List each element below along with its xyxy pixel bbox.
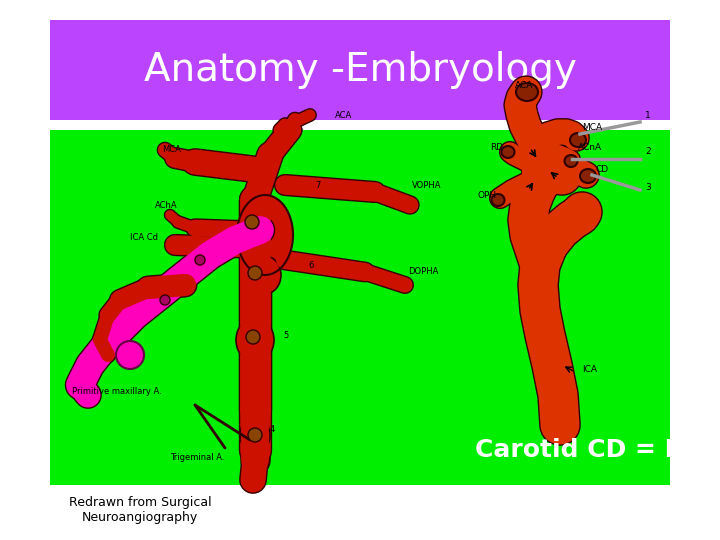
Text: Carotid CD = Pcom: Carotid CD = Pcom	[475, 438, 720, 462]
Text: 7: 7	[315, 180, 320, 190]
Text: 3: 3	[645, 184, 651, 192]
Text: ICA Cd: ICA Cd	[130, 233, 158, 242]
Text: VOPHA: VOPHA	[412, 180, 441, 190]
Text: 2: 2	[645, 147, 651, 157]
Ellipse shape	[492, 194, 505, 206]
Ellipse shape	[248, 266, 262, 280]
Ellipse shape	[248, 428, 262, 442]
Text: Anatomy -Embryology: Anatomy -Embryology	[143, 51, 577, 89]
Text: AChA: AChA	[155, 200, 178, 210]
Ellipse shape	[245, 215, 259, 229]
Ellipse shape	[502, 146, 515, 158]
Ellipse shape	[116, 341, 144, 369]
Text: MCA: MCA	[582, 123, 602, 132]
Ellipse shape	[580, 169, 596, 183]
FancyBboxPatch shape	[50, 130, 670, 485]
Text: RD: RD	[490, 144, 503, 152]
Text: OPH: OPH	[478, 191, 497, 199]
Ellipse shape	[564, 155, 577, 167]
Polygon shape	[237, 195, 293, 275]
Text: ACnA: ACnA	[578, 144, 602, 152]
Text: MCA: MCA	[162, 145, 181, 154]
Ellipse shape	[570, 133, 586, 147]
Text: ACA: ACA	[335, 111, 352, 119]
Ellipse shape	[249, 256, 281, 294]
Text: Trigeminal A.: Trigeminal A.	[170, 454, 225, 462]
Text: 5: 5	[283, 330, 288, 340]
Ellipse shape	[160, 295, 170, 305]
Ellipse shape	[516, 83, 538, 101]
Ellipse shape	[195, 255, 205, 265]
Text: 1: 1	[645, 111, 651, 119]
Ellipse shape	[240, 417, 270, 453]
Text: 4: 4	[270, 426, 275, 435]
FancyBboxPatch shape	[50, 20, 670, 120]
Text: Redrawn from Surgical
Neuroangiography: Redrawn from Surgical Neuroangiography	[68, 496, 211, 524]
Text: ICA: ICA	[582, 366, 597, 375]
Text: 6: 6	[308, 260, 313, 269]
Text: DOPHA: DOPHA	[408, 267, 438, 276]
Text: Primitive maxillary A.: Primitive maxillary A.	[72, 388, 162, 396]
Ellipse shape	[236, 318, 274, 362]
Text: CD: CD	[596, 165, 609, 174]
Text: ACA: ACA	[515, 80, 534, 90]
Ellipse shape	[246, 330, 260, 344]
